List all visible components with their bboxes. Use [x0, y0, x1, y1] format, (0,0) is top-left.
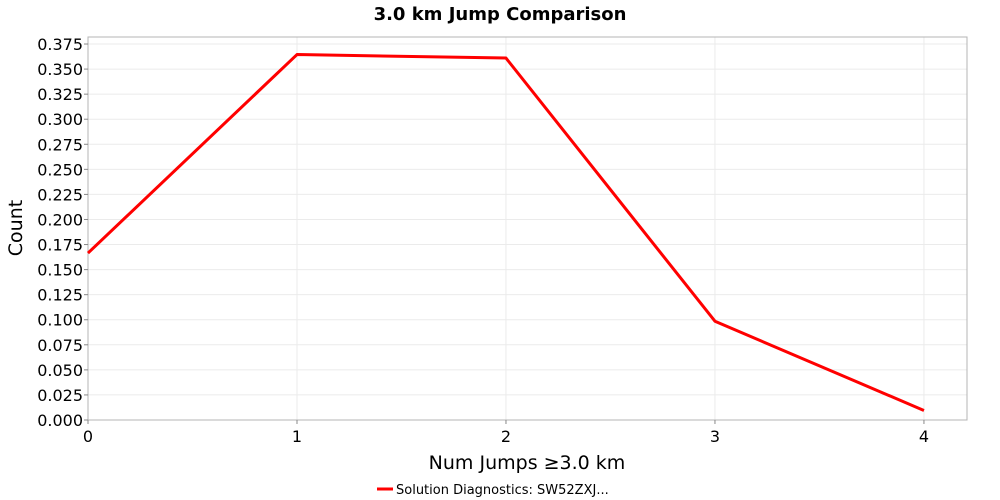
y-tick-label: 0.275	[37, 135, 83, 154]
series-layer	[86, 53, 925, 412]
y-tick-label: 0.025	[37, 386, 83, 405]
gridlines	[87, 37, 967, 421]
y-tick-label: 0.125	[37, 286, 83, 305]
y-tick-label: 0.200	[37, 210, 83, 229]
x-tick-label: 3	[710, 427, 720, 446]
y-tick-label: 0.375	[37, 35, 83, 54]
x-tick-label: 4	[919, 427, 929, 446]
legend: Solution Diagnostics: SW52ZXJ...	[377, 483, 609, 498]
y-tick-label: 0.000	[37, 411, 83, 430]
y-tick-label: 0.100	[37, 311, 83, 330]
x-tick-label: 1	[292, 427, 302, 446]
x-axis: 0 1 2 3 4	[83, 420, 929, 446]
y-tick-label: 0.250	[37, 160, 83, 179]
y-tick-label: 0.150	[37, 261, 83, 280]
y-tick-label: 0.075	[37, 336, 83, 355]
plot-area-border	[87, 36, 968, 421]
y-tick-label: 0.300	[37, 110, 83, 129]
y-tick-label: 0.050	[37, 361, 83, 380]
x-tick-label: 2	[501, 427, 511, 446]
legend-label: Solution Diagnostics: SW52ZXJ...	[396, 483, 609, 498]
y-tick-label: 0.325	[37, 85, 83, 104]
y-tick-label: 0.175	[37, 236, 83, 255]
y-axis-label: Count	[5, 200, 27, 256]
chart-title: 3.0 km Jump Comparison	[374, 4, 627, 25]
y-tick-label: 0.350	[37, 60, 83, 79]
y-axis: 0.000 0.025 0.050 0.075 0.100 0.125 0.150 0.175…	[37, 35, 88, 430]
y-tick-label: 0.225	[37, 185, 83, 204]
x-axis-label: Num Jumps ≥3.0 km	[429, 452, 626, 474]
x-tick-label: 0	[83, 427, 93, 446]
